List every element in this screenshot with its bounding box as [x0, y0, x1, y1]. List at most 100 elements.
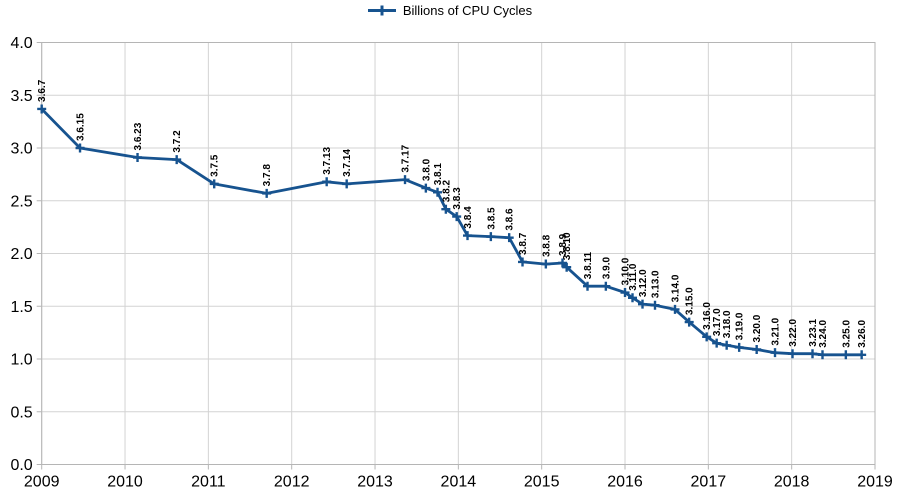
- data-point-label: 3.16.0: [702, 302, 713, 330]
- data-point-label: 3.12.0: [638, 269, 649, 297]
- data-point-marker: [433, 187, 443, 197]
- data-point-label: 3.22.0: [788, 318, 799, 346]
- x-axis-tick-label: 2018: [774, 474, 810, 491]
- data-point-marker: [486, 232, 496, 242]
- data-point-label: 3.15.0: [685, 287, 696, 315]
- data-point-label: 3.8.0: [421, 158, 432, 181]
- data-point-marker: [262, 188, 272, 198]
- x-axis-tick-label: 2010: [107, 474, 143, 491]
- data-point-marker: [752, 345, 762, 355]
- data-point-label: 3.23.1: [808, 318, 819, 346]
- plot-area-border: [41, 42, 876, 465]
- data-point-marker: [583, 281, 593, 291]
- data-point-label: 3.8.7: [518, 232, 529, 255]
- data-point-label: 3.13.0: [651, 270, 662, 298]
- data-point-marker: [172, 155, 182, 165]
- data-point-marker: [322, 177, 332, 187]
- data-point-marker: [133, 152, 143, 162]
- data-point-marker: [400, 175, 410, 185]
- data-point-marker: [841, 350, 851, 360]
- legend-series-marker-icon: [367, 5, 396, 16]
- data-point-marker: [722, 340, 732, 350]
- chart-legend: Billions of CPU Cycles: [0, 3, 899, 18]
- data-point-marker: [541, 259, 551, 269]
- data-point-marker: [518, 257, 528, 267]
- data-point-marker: [770, 348, 780, 358]
- data-point-marker: [342, 179, 352, 189]
- data-point-marker: [504, 233, 514, 243]
- data-point-label: 3.18.0: [722, 310, 733, 338]
- y-axis-tick-label: 4.0: [10, 35, 32, 52]
- data-point-label: 3.6.7: [37, 79, 48, 102]
- data-point-marker: [441, 204, 451, 214]
- data-point-label: 3.17.0: [712, 308, 723, 336]
- data-point-label: 3.11.0: [628, 263, 639, 291]
- legend-label: Billions of CPU Cycles: [402, 3, 533, 18]
- data-point-marker: [702, 332, 712, 342]
- data-point-label: 3.8.2: [441, 180, 452, 203]
- data-point-label: 3.8.9: [558, 233, 569, 256]
- data-point-label: 3.8.4: [463, 206, 474, 229]
- data-point-label: 3.25.0: [841, 320, 852, 348]
- y-axis-tick-label: 3.5: [10, 88, 32, 105]
- x-axis-tick-label: 2011: [191, 474, 226, 491]
- y-axis-tick-label: 2.0: [10, 246, 32, 263]
- data-point-label: 3.21.0: [771, 317, 782, 345]
- data-point-marker: [452, 212, 462, 222]
- data-point-marker: [601, 281, 611, 291]
- y-axis-tick-label: 0.5: [10, 404, 32, 421]
- data-point-label: 3.19.0: [735, 312, 746, 340]
- data-point-marker: [562, 262, 572, 272]
- data-point-label: 3.20.0: [752, 314, 763, 342]
- data-point-marker: [620, 288, 630, 298]
- x-axis-tick-label: 2014: [441, 474, 477, 491]
- data-point-label: 3.7.2: [172, 130, 183, 153]
- data-point-label: 3.8.1: [433, 163, 444, 186]
- data-point-label: 3.7.5: [210, 154, 221, 177]
- data-point-marker: [684, 317, 694, 327]
- data-point-label: 3.24.0: [818, 320, 829, 348]
- x-axis-tick-label: 2016: [607, 474, 643, 491]
- y-axis-tick-label: 1.5: [10, 299, 32, 316]
- data-point-marker: [788, 349, 798, 359]
- data-point-marker: [463, 231, 473, 241]
- y-axis-tick-label: 1.0: [10, 352, 32, 369]
- data-point-label: 3.8.11: [583, 252, 594, 280]
- data-point-marker: [628, 293, 638, 303]
- data-point-label: 3.6.23: [133, 122, 144, 150]
- data-point-marker: [37, 104, 47, 114]
- data-point-label: 3.10.0: [621, 257, 632, 285]
- y-axis-tick-label: 0.0: [10, 457, 32, 474]
- data-point-marker: [734, 342, 744, 352]
- data-point-marker: [670, 304, 680, 314]
- x-axis-tick-label: 2017: [691, 474, 727, 491]
- data-point-marker: [638, 299, 648, 309]
- data-point-label: 3.8.6: [505, 208, 516, 231]
- x-axis-tick-label: 2013: [357, 474, 393, 491]
- data-point-label: 3.7.17: [401, 144, 412, 172]
- data-point-marker: [818, 350, 828, 360]
- data-point-label: 3.7.13: [322, 147, 333, 175]
- data-point-label: 3.9.0: [601, 257, 612, 280]
- data-point-label: 3.8.5: [486, 207, 497, 230]
- data-point-label: 3.14.0: [671, 274, 682, 302]
- data-point-marker: [75, 143, 85, 153]
- data-point-marker: [421, 183, 431, 193]
- data-point-marker: [712, 338, 722, 348]
- data-point-label: 3.8.8: [541, 234, 552, 257]
- y-axis-tick-label: 3.0: [10, 141, 32, 158]
- data-point-label: 3.7.8: [262, 164, 273, 187]
- data-point-label: 3.8.3: [452, 187, 463, 210]
- x-axis-tick-label: 2009: [24, 474, 60, 491]
- data-point-label: 3.6.15: [76, 113, 87, 141]
- x-axis-tick-label: 2012: [274, 474, 310, 491]
- data-point-marker: [857, 350, 867, 360]
- x-axis-tick-label: 2015: [524, 474, 560, 491]
- data-point-label: 3.7.14: [342, 149, 353, 177]
- data-point-label: 3.26.0: [857, 320, 868, 348]
- y-axis-tick-label: 2.5: [10, 193, 32, 210]
- data-point-label: 3.8.10: [562, 232, 573, 260]
- data-point-marker: [650, 300, 660, 310]
- data-point-marker: [808, 349, 818, 359]
